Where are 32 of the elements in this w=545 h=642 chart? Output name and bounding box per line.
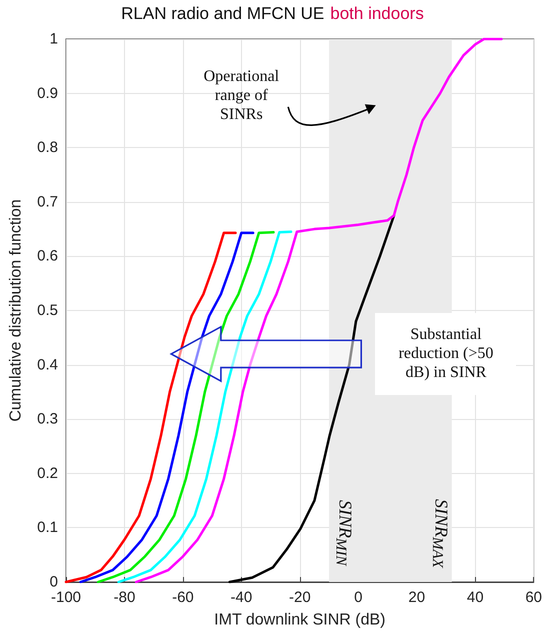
- y-tick-label: 0.9: [37, 84, 58, 102]
- y-tick-label: 0.3: [37, 410, 58, 428]
- y-tick-label: 0.1: [37, 519, 58, 536]
- y-tick-label: 1: [50, 30, 58, 48]
- line-series: [228, 214, 396, 584]
- line-series: [134, 38, 503, 584]
- x-tick-label: -100: [50, 589, 82, 606]
- x-tick-label: 20: [408, 589, 426, 606]
- x-axis-title: IMT downlink SINR (dB): [214, 612, 386, 628]
- line-series: [117, 230, 292, 584]
- x-tick-label: -40: [230, 589, 252, 606]
- y-tick-label: 0.6: [37, 248, 58, 265]
- y-tick-label: 0.5: [37, 302, 58, 319]
- x-tick-label: 60: [525, 589, 542, 606]
- annotation: Substantial reduction (>50 dB) in SINR: [375, 312, 516, 394]
- x-tick-label: -80: [114, 589, 136, 606]
- chart-subtitle: both indoors: [330, 4, 424, 23]
- x-tick-label: -20: [288, 589, 311, 606]
- y-tick-label: 0: [50, 574, 58, 590]
- y-tick-label: 0.7: [37, 193, 58, 210]
- line-series: [64, 232, 237, 584]
- line-series: [96, 231, 275, 584]
- y-tick-label: 0.8: [37, 139, 58, 156]
- y-axis-title: Cumulative distribution function: [8, 199, 24, 422]
- line-series: [79, 232, 254, 584]
- y-tick-label: 0.2: [37, 464, 58, 482]
- y-tick-label: 0.4: [37, 356, 58, 374]
- chart-title: RLAN radio and MFCN UE: [121, 4, 324, 23]
- x-tick-label: 40: [466, 589, 484, 606]
- annotation: Operational range of SINRs: [202, 67, 280, 125]
- x-tick-label: -60: [172, 589, 194, 606]
- x-tick-label: 0: [354, 589, 362, 606]
